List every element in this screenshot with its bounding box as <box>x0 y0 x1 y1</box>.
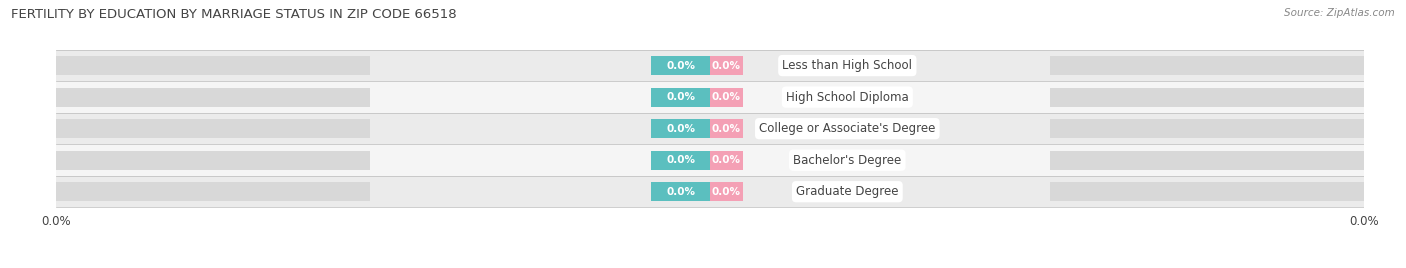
Bar <box>56 113 1364 144</box>
Bar <box>56 176 1364 207</box>
Text: 0.0%: 0.0% <box>711 92 741 102</box>
Bar <box>56 81 1364 113</box>
Bar <box>710 56 742 75</box>
Text: 0.0%: 0.0% <box>666 155 695 165</box>
Text: College or Associate's Degree: College or Associate's Degree <box>759 122 935 135</box>
Text: 0.0%: 0.0% <box>711 61 741 70</box>
Bar <box>1050 88 1364 107</box>
Bar <box>1050 119 1364 138</box>
Bar <box>710 182 742 201</box>
Bar <box>1050 151 1364 170</box>
Bar <box>56 119 370 138</box>
Text: Source: ZipAtlas.com: Source: ZipAtlas.com <box>1284 8 1395 18</box>
Bar <box>1050 182 1364 201</box>
Bar <box>56 50 1364 81</box>
Text: Graduate Degree: Graduate Degree <box>796 185 898 198</box>
Text: 0.0%: 0.0% <box>666 124 695 134</box>
Bar <box>651 151 710 170</box>
Bar <box>56 88 370 107</box>
Bar <box>56 151 370 170</box>
Bar <box>710 119 742 138</box>
Bar <box>1050 56 1364 75</box>
Text: 0.0%: 0.0% <box>666 61 695 70</box>
Text: 0.0%: 0.0% <box>666 92 695 102</box>
Legend: Married, Unmarried: Married, Unmarried <box>623 264 797 268</box>
Bar <box>651 56 710 75</box>
Bar <box>651 88 710 107</box>
Text: FERTILITY BY EDUCATION BY MARRIAGE STATUS IN ZIP CODE 66518: FERTILITY BY EDUCATION BY MARRIAGE STATU… <box>11 8 457 21</box>
Text: 0.0%: 0.0% <box>711 187 741 197</box>
Bar <box>651 119 710 138</box>
Bar <box>651 182 710 201</box>
Bar <box>56 144 1364 176</box>
Text: Less than High School: Less than High School <box>782 59 912 72</box>
Bar <box>710 88 742 107</box>
Text: High School Diploma: High School Diploma <box>786 91 908 104</box>
Bar <box>56 56 370 75</box>
Text: 0.0%: 0.0% <box>711 124 741 134</box>
Bar <box>56 182 370 201</box>
Text: 0.0%: 0.0% <box>666 187 695 197</box>
Bar <box>710 151 742 170</box>
Text: 0.0%: 0.0% <box>711 155 741 165</box>
Text: Bachelor's Degree: Bachelor's Degree <box>793 154 901 167</box>
